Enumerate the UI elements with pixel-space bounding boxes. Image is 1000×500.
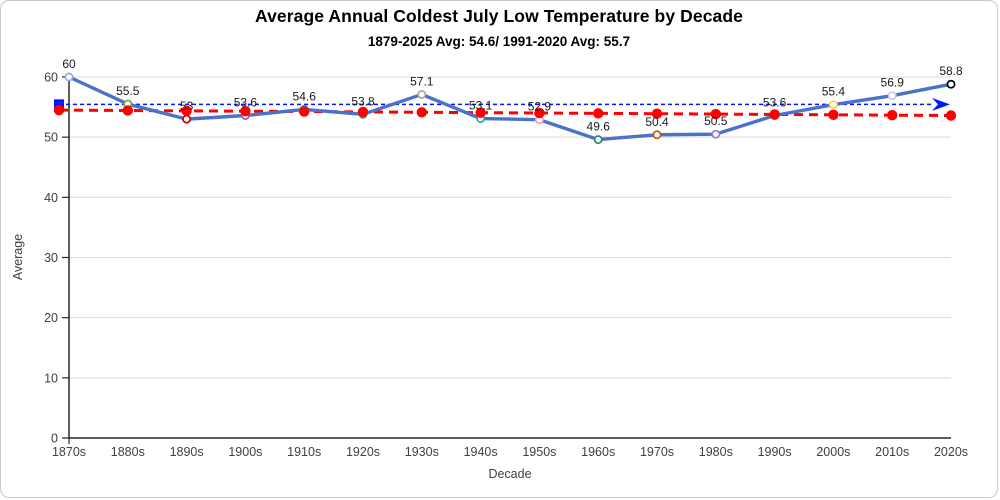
avg-line-point-marker [887,109,898,121]
y-axis-title: Average [11,233,25,281]
avg-line-point-marker [122,105,133,116]
avg-line-point-marker [53,104,65,116]
x-tick-label: 1930s [405,445,439,459]
y-tick-label: 50 [44,131,58,145]
main-series-line [67,75,953,142]
avg-line-point-marker [240,106,251,117]
arrow-icon [932,97,950,111]
data-label: 53.1 [469,99,493,113]
avg-line-point-marker [181,105,192,117]
x-tick-label: 1990s [758,445,792,459]
avg-line-point-marker [651,108,663,119]
data-label: 50.4 [645,115,669,129]
data-label: 58.8 [939,64,963,78]
data-label: 55.4 [822,85,846,99]
x-axis-title: Decade [488,467,532,481]
chart-title: Average Annual Coldest July Low Temperat… [255,6,743,26]
x-tick-label: 2020s [934,445,968,459]
avg-line-point-marker [593,108,604,119]
x-tick-label: 1950s [522,445,556,459]
y-tick-label: 20 [44,311,58,325]
data-label: 54.6 [293,89,317,103]
data-point-marker [828,100,838,110]
x-tick-label: 1940s [464,445,498,459]
y-tick-label: 0 [51,432,58,446]
chart-subtitle: 1879-2025 Avg: 54.6/ 1991-2020 Avg: 55.7 [367,34,631,49]
x-tick-label: 1970s [640,445,674,459]
data-point-marker [64,72,74,82]
y-tick-label: 40 [44,191,58,205]
data-point-marker [182,114,192,124]
y-tick-label: 10 [44,371,58,385]
data-label: 60 [62,57,76,71]
data-label: 57.1 [410,74,434,88]
avg-line-1879-2025 [58,108,952,118]
data-point-marker [593,135,603,145]
avg-line-point-marker [769,109,780,120]
avg-line-point-marker [299,106,310,117]
data-label: 50.5 [704,114,728,128]
data-point-marker [946,79,956,89]
x-tick-label: 1910s [287,445,321,459]
avg-line-start-marker [54,99,64,110]
avg-line-point-marker [534,107,545,119]
data-point-marker [417,89,427,99]
data-label: 53 [180,99,194,113]
data-label: 56.9 [881,76,905,90]
data-label: 53.6 [763,96,787,110]
avg-line-point-marker [828,109,839,120]
data-label: 53.6 [234,96,258,110]
x-tick-label: 1880s [111,445,145,459]
avg-line-point-marker [357,106,369,118]
avg-line-point-marker [945,110,957,121]
x-tick-label: 1980s [699,445,733,459]
title-block: Average Annual Coldest July Low Temperat… [1,6,997,49]
data-label: 49.6 [587,120,611,134]
data-label: 52.9 [528,100,552,114]
x-tick-label: 1870s [52,445,86,459]
y-tick-label: 60 [44,71,58,85]
x-tick-label: 1920s [346,445,380,459]
data-point-marker [652,130,662,140]
x-tick-label: 2010s [875,445,909,459]
x-tick-label: 1960s [581,445,615,459]
y-tick-label: 30 [44,251,58,265]
x-tick-label: 1890s [170,445,204,459]
avg-line-point-marker [475,107,486,118]
avg-line-point-marker [710,108,721,120]
data-point-marker [711,129,721,139]
data-label: 55.5 [116,84,140,98]
x-tick-label: 1900s [228,445,262,459]
data-label: 53.8 [351,94,375,108]
data-point-marker [887,91,897,101]
x-tick-label: 2000s [816,445,850,459]
avg-line-point-marker [416,107,427,118]
